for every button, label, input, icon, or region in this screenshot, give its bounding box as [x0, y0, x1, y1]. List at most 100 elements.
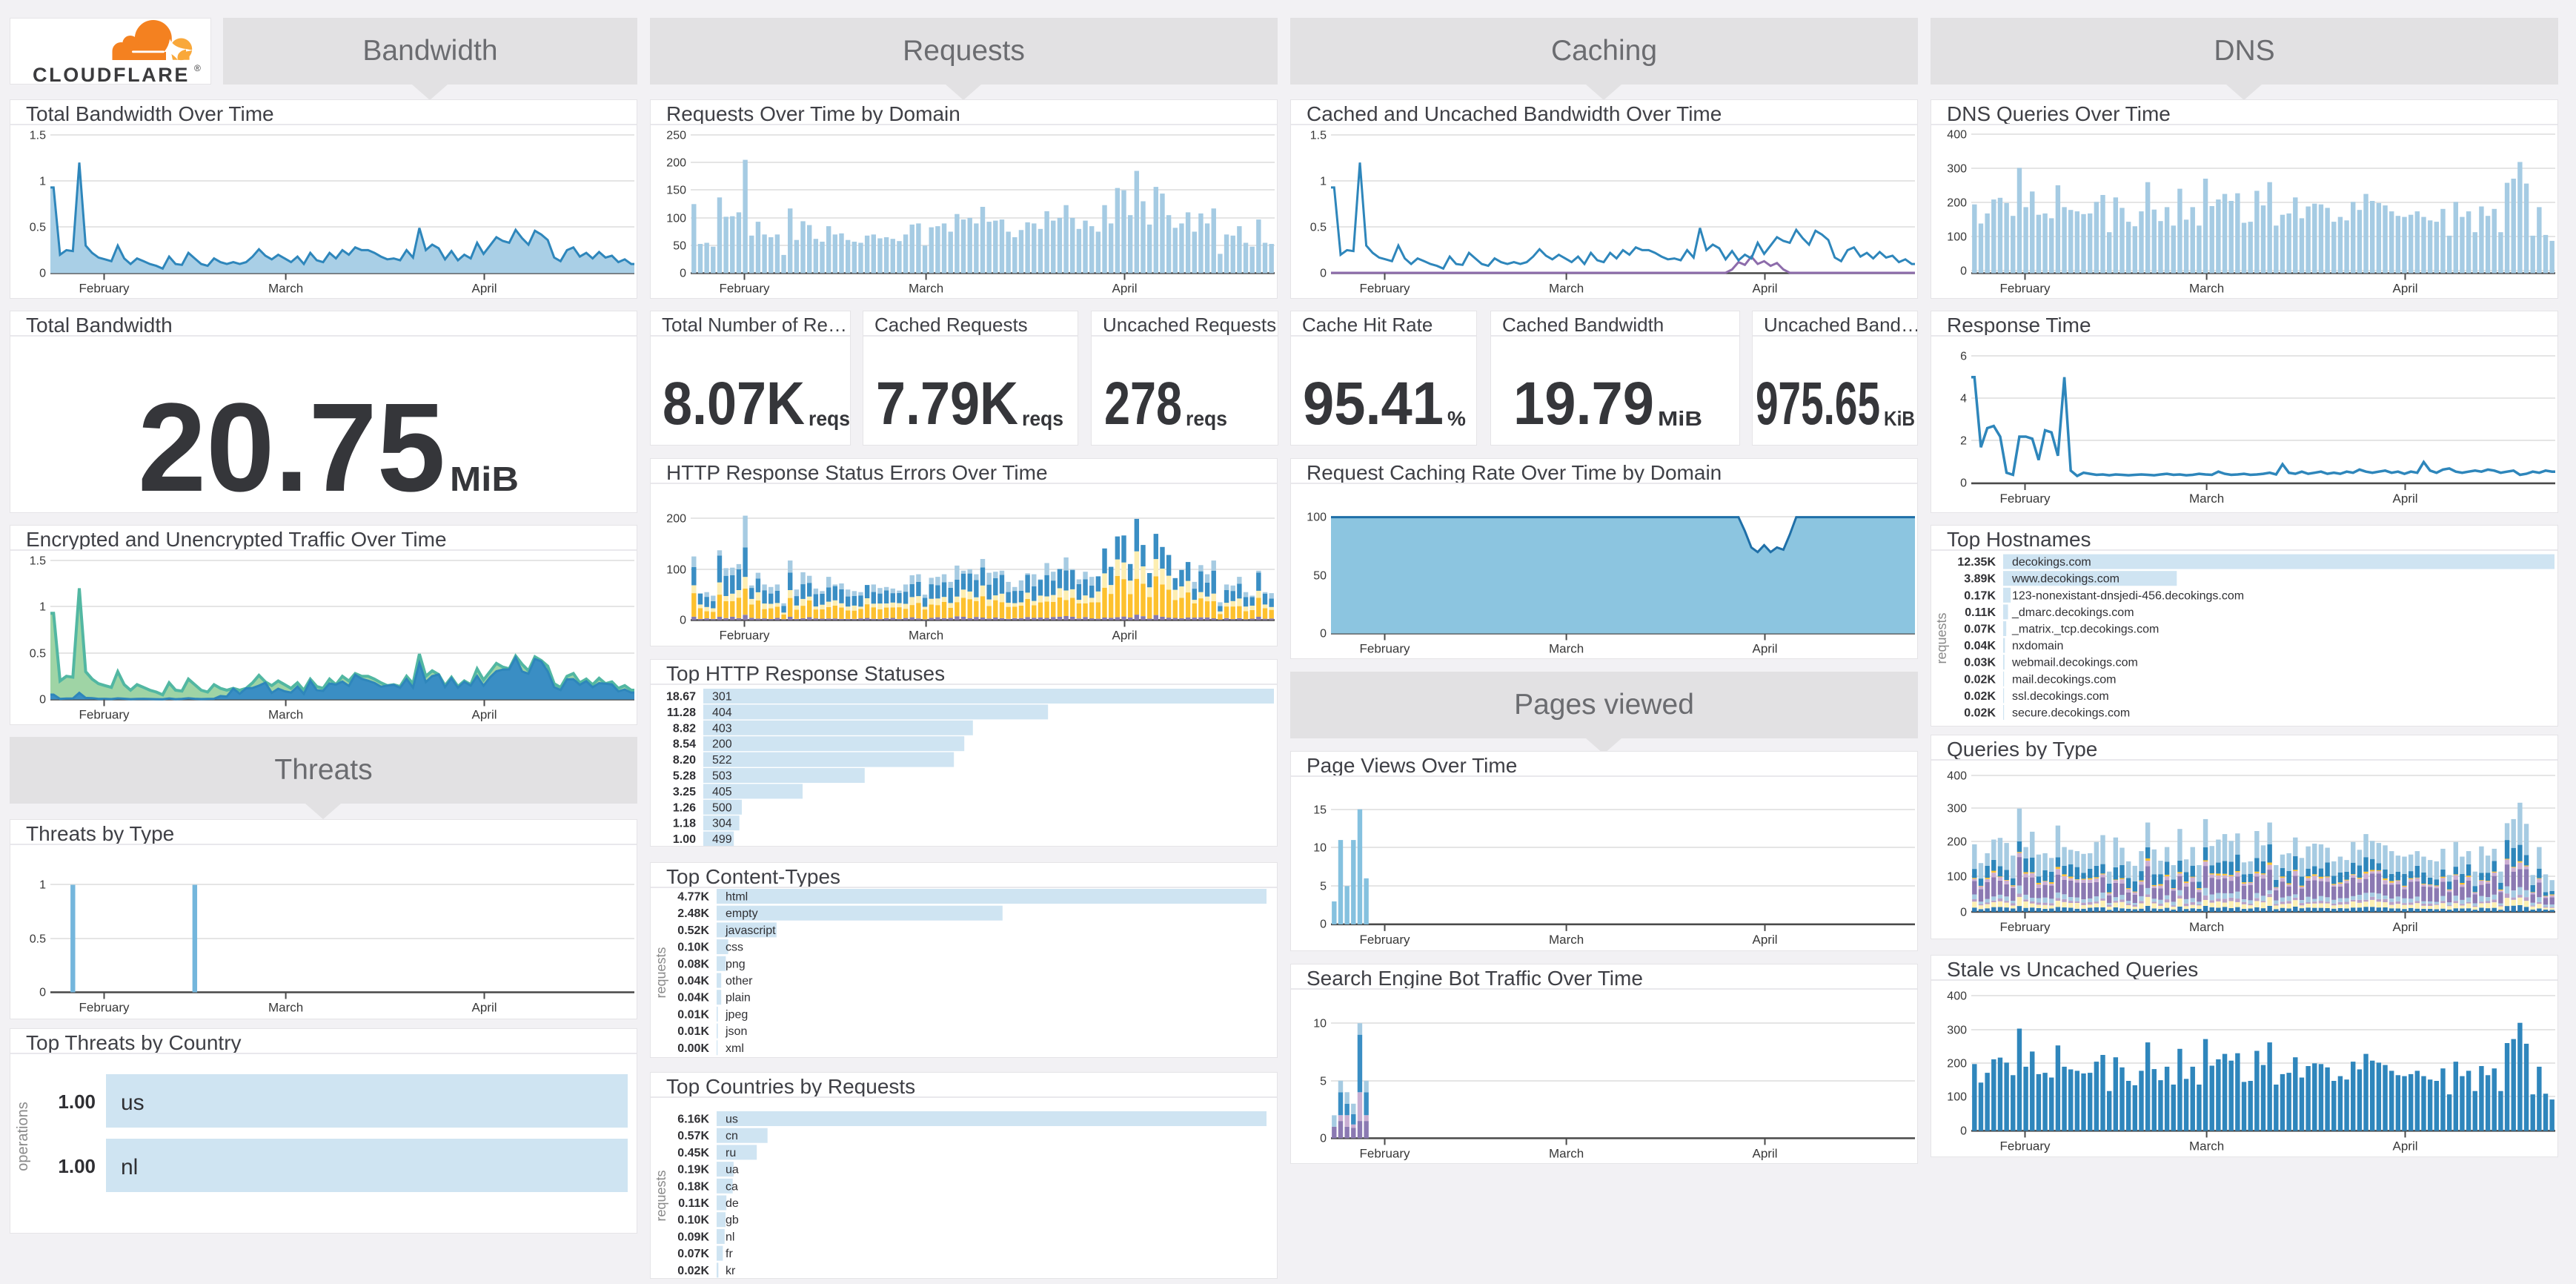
svg-text:0.00K: 0.00K	[677, 1042, 709, 1055]
svg-text:1: 1	[39, 879, 46, 892]
svg-text:20.75: 20.75	[138, 377, 445, 512]
svg-text:6.16K: 6.16K	[677, 1113, 709, 1126]
svg-text:March: March	[2189, 492, 2224, 506]
svg-text:100: 100	[1307, 512, 1327, 524]
svg-text:jpeg: jpeg	[725, 1008, 748, 1021]
svg-text:200: 200	[1947, 197, 1967, 210]
svg-text:css: css	[726, 942, 743, 954]
svg-text:0.19K: 0.19K	[677, 1164, 709, 1177]
svg-text:February: February	[1999, 282, 2051, 296]
svg-text:nl: nl	[726, 1231, 734, 1243]
svg-text:304: 304	[712, 818, 732, 830]
svg-text:_dmarc.decokings.com: _dmarc.decokings.com	[2011, 606, 2134, 619]
svg-text:0: 0	[1320, 268, 1327, 280]
svg-text:0.02K: 0.02K	[1964, 673, 1996, 686]
svg-text:0.03K: 0.03K	[1964, 657, 1996, 669]
svg-text:50: 50	[673, 240, 686, 253]
svg-text:1.00: 1.00	[58, 1091, 96, 1113]
svg-text:0.02K: 0.02K	[677, 1265, 709, 1277]
svg-text:200: 200	[1947, 836, 1967, 849]
svg-text:ca: ca	[726, 1180, 738, 1193]
svg-text:March: March	[2189, 1139, 2224, 1153]
svg-text:15: 15	[1313, 804, 1327, 817]
svg-text:0: 0	[1960, 265, 1967, 278]
svg-text:0.08K: 0.08K	[677, 958, 709, 970]
svg-text:February: February	[1359, 933, 1410, 947]
svg-text:4.77K: 4.77K	[677, 891, 709, 904]
svg-text:0: 0	[1320, 628, 1327, 641]
svg-text:1.5: 1.5	[1310, 130, 1327, 142]
svg-text:other: other	[726, 975, 753, 987]
svg-text:nxdomain: nxdomain	[2012, 640, 2063, 652]
svg-text:0.01K: 0.01K	[677, 1008, 709, 1021]
svg-text:301: 301	[712, 691, 732, 704]
svg-text:April: April	[2392, 1139, 2417, 1153]
svg-text:3.25: 3.25	[673, 786, 696, 798]
svg-text:0.11K: 0.11K	[1965, 606, 1996, 619]
svg-text:secure.decokings.com: secure.decokings.com	[2012, 707, 2130, 720]
svg-text:cn: cn	[726, 1130, 738, 1142]
svg-text:0.02K: 0.02K	[1964, 707, 1996, 720]
svg-text:8.82: 8.82	[673, 722, 696, 735]
svg-text:150: 150	[666, 185, 686, 197]
svg-text:requests: requests	[1934, 612, 1949, 663]
svg-text:4: 4	[1960, 393, 1967, 406]
svg-text:300: 300	[1947, 163, 1967, 176]
svg-text:json: json	[725, 1025, 747, 1038]
svg-text:fr: fr	[726, 1248, 733, 1260]
svg-text:1.18: 1.18	[673, 818, 696, 830]
svg-text:webmail.decokings.com: webmail.decokings.com	[2011, 657, 2138, 669]
svg-text:ua: ua	[726, 1164, 739, 1177]
svg-text:278: 278	[1104, 370, 1182, 437]
svg-text:png: png	[726, 958, 746, 970]
svg-text:0: 0	[39, 987, 46, 999]
svg-text:3.89K: 3.89K	[1964, 573, 1996, 586]
svg-text:0: 0	[1320, 1133, 1327, 1145]
svg-text:February: February	[79, 1001, 130, 1015]
svg-text:empty: empty	[726, 907, 758, 920]
svg-text:10: 10	[1313, 842, 1327, 855]
svg-text:0.11K: 0.11K	[678, 1197, 709, 1210]
svg-text:100: 100	[1947, 871, 1967, 884]
svg-text:0: 0	[680, 268, 686, 280]
svg-text:0.04K: 0.04K	[677, 975, 709, 987]
svg-text:us: us	[121, 1091, 145, 1115]
svg-text:®: ®	[194, 63, 201, 73]
svg-text:100: 100	[666, 213, 686, 225]
svg-text:ssl.decokings.com: ssl.decokings.com	[2012, 690, 2109, 703]
svg-text:1.5: 1.5	[30, 555, 46, 568]
svg-text:February: February	[1999, 1139, 2051, 1153]
svg-text:xml: xml	[726, 1042, 744, 1055]
svg-text:March: March	[268, 708, 303, 722]
svg-text:100: 100	[666, 564, 686, 577]
svg-text:0: 0	[680, 615, 686, 627]
svg-text:522: 522	[712, 754, 732, 767]
svg-text:0: 0	[1960, 1125, 1967, 1138]
svg-text:5: 5	[1320, 881, 1327, 893]
svg-text:50: 50	[1313, 570, 1327, 583]
svg-text:10: 10	[1313, 1018, 1327, 1030]
svg-text:400: 400	[1947, 129, 1967, 142]
svg-text:200: 200	[712, 738, 732, 751]
svg-text:February: February	[719, 282, 770, 296]
svg-text:1.26: 1.26	[673, 801, 696, 814]
svg-text:500: 500	[712, 801, 732, 814]
svg-text:March: March	[909, 282, 943, 296]
svg-text:requests: requests	[654, 1170, 668, 1221]
svg-text:reqs: reqs	[809, 407, 850, 430]
svg-text:1: 1	[1320, 176, 1327, 188]
svg-text:April: April	[1112, 282, 1137, 296]
svg-text:CLOUDFLARE: CLOUDFLARE	[33, 64, 190, 84]
svg-text:503: 503	[712, 770, 732, 783]
svg-text:February: February	[1359, 1146, 1410, 1160]
svg-text:mail.decokings.com: mail.decokings.com	[2012, 673, 2117, 686]
svg-text:0.5: 0.5	[1310, 222, 1327, 234]
svg-text:8.07K: 8.07K	[663, 370, 805, 437]
svg-text:0: 0	[39, 694, 46, 706]
svg-text:0: 0	[1960, 477, 1967, 490]
svg-text:February: February	[79, 708, 130, 722]
svg-text:%: %	[1447, 407, 1466, 430]
svg-text:2: 2	[1960, 435, 1967, 448]
svg-text:2.48K: 2.48K	[677, 907, 709, 920]
svg-text:reqs: reqs	[1022, 407, 1063, 430]
